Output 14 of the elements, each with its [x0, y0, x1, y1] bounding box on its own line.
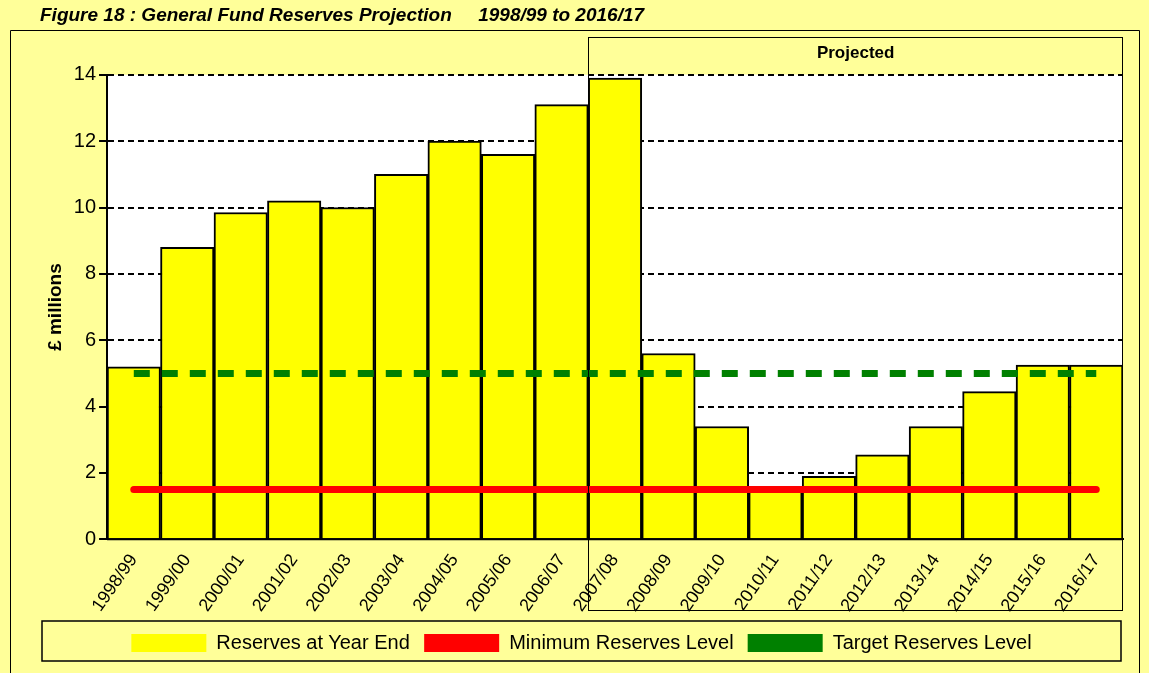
y-tick-label: 4 — [84, 394, 97, 417]
chart-title: Figure 18 : General Fund Reserves Projection 1998/99 to 2016/17 — [40, 3, 646, 25]
y-tick-label: 12 — [73, 128, 97, 151]
y-tick-label: 8 — [84, 261, 97, 284]
y-tick-label: 2 — [84, 460, 97, 483]
y-tick-label: 0 — [84, 526, 97, 549]
y-tick-label: 10 — [73, 195, 97, 218]
y-tick-label: 6 — [84, 327, 97, 350]
legend-label: Target Reserves Level — [832, 630, 1032, 653]
y-axis-title: £ millions — [43, 263, 65, 351]
legend-label: Reserves at Year End — [216, 630, 410, 653]
y-tick-label: 14 — [73, 62, 97, 85]
band-label: Projected — [816, 43, 895, 63]
legend-label: Minimum Reserves Level — [509, 630, 734, 653]
